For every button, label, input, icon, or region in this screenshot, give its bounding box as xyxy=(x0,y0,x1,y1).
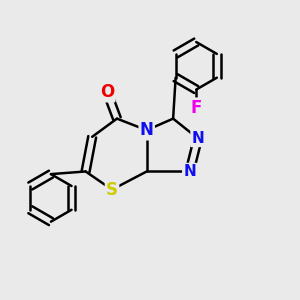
Text: O: O xyxy=(100,83,114,101)
Text: F: F xyxy=(190,99,202,117)
Text: N: N xyxy=(140,121,154,139)
Text: N: N xyxy=(191,131,204,146)
Text: N: N xyxy=(183,164,196,179)
Text: S: S xyxy=(106,181,118,199)
